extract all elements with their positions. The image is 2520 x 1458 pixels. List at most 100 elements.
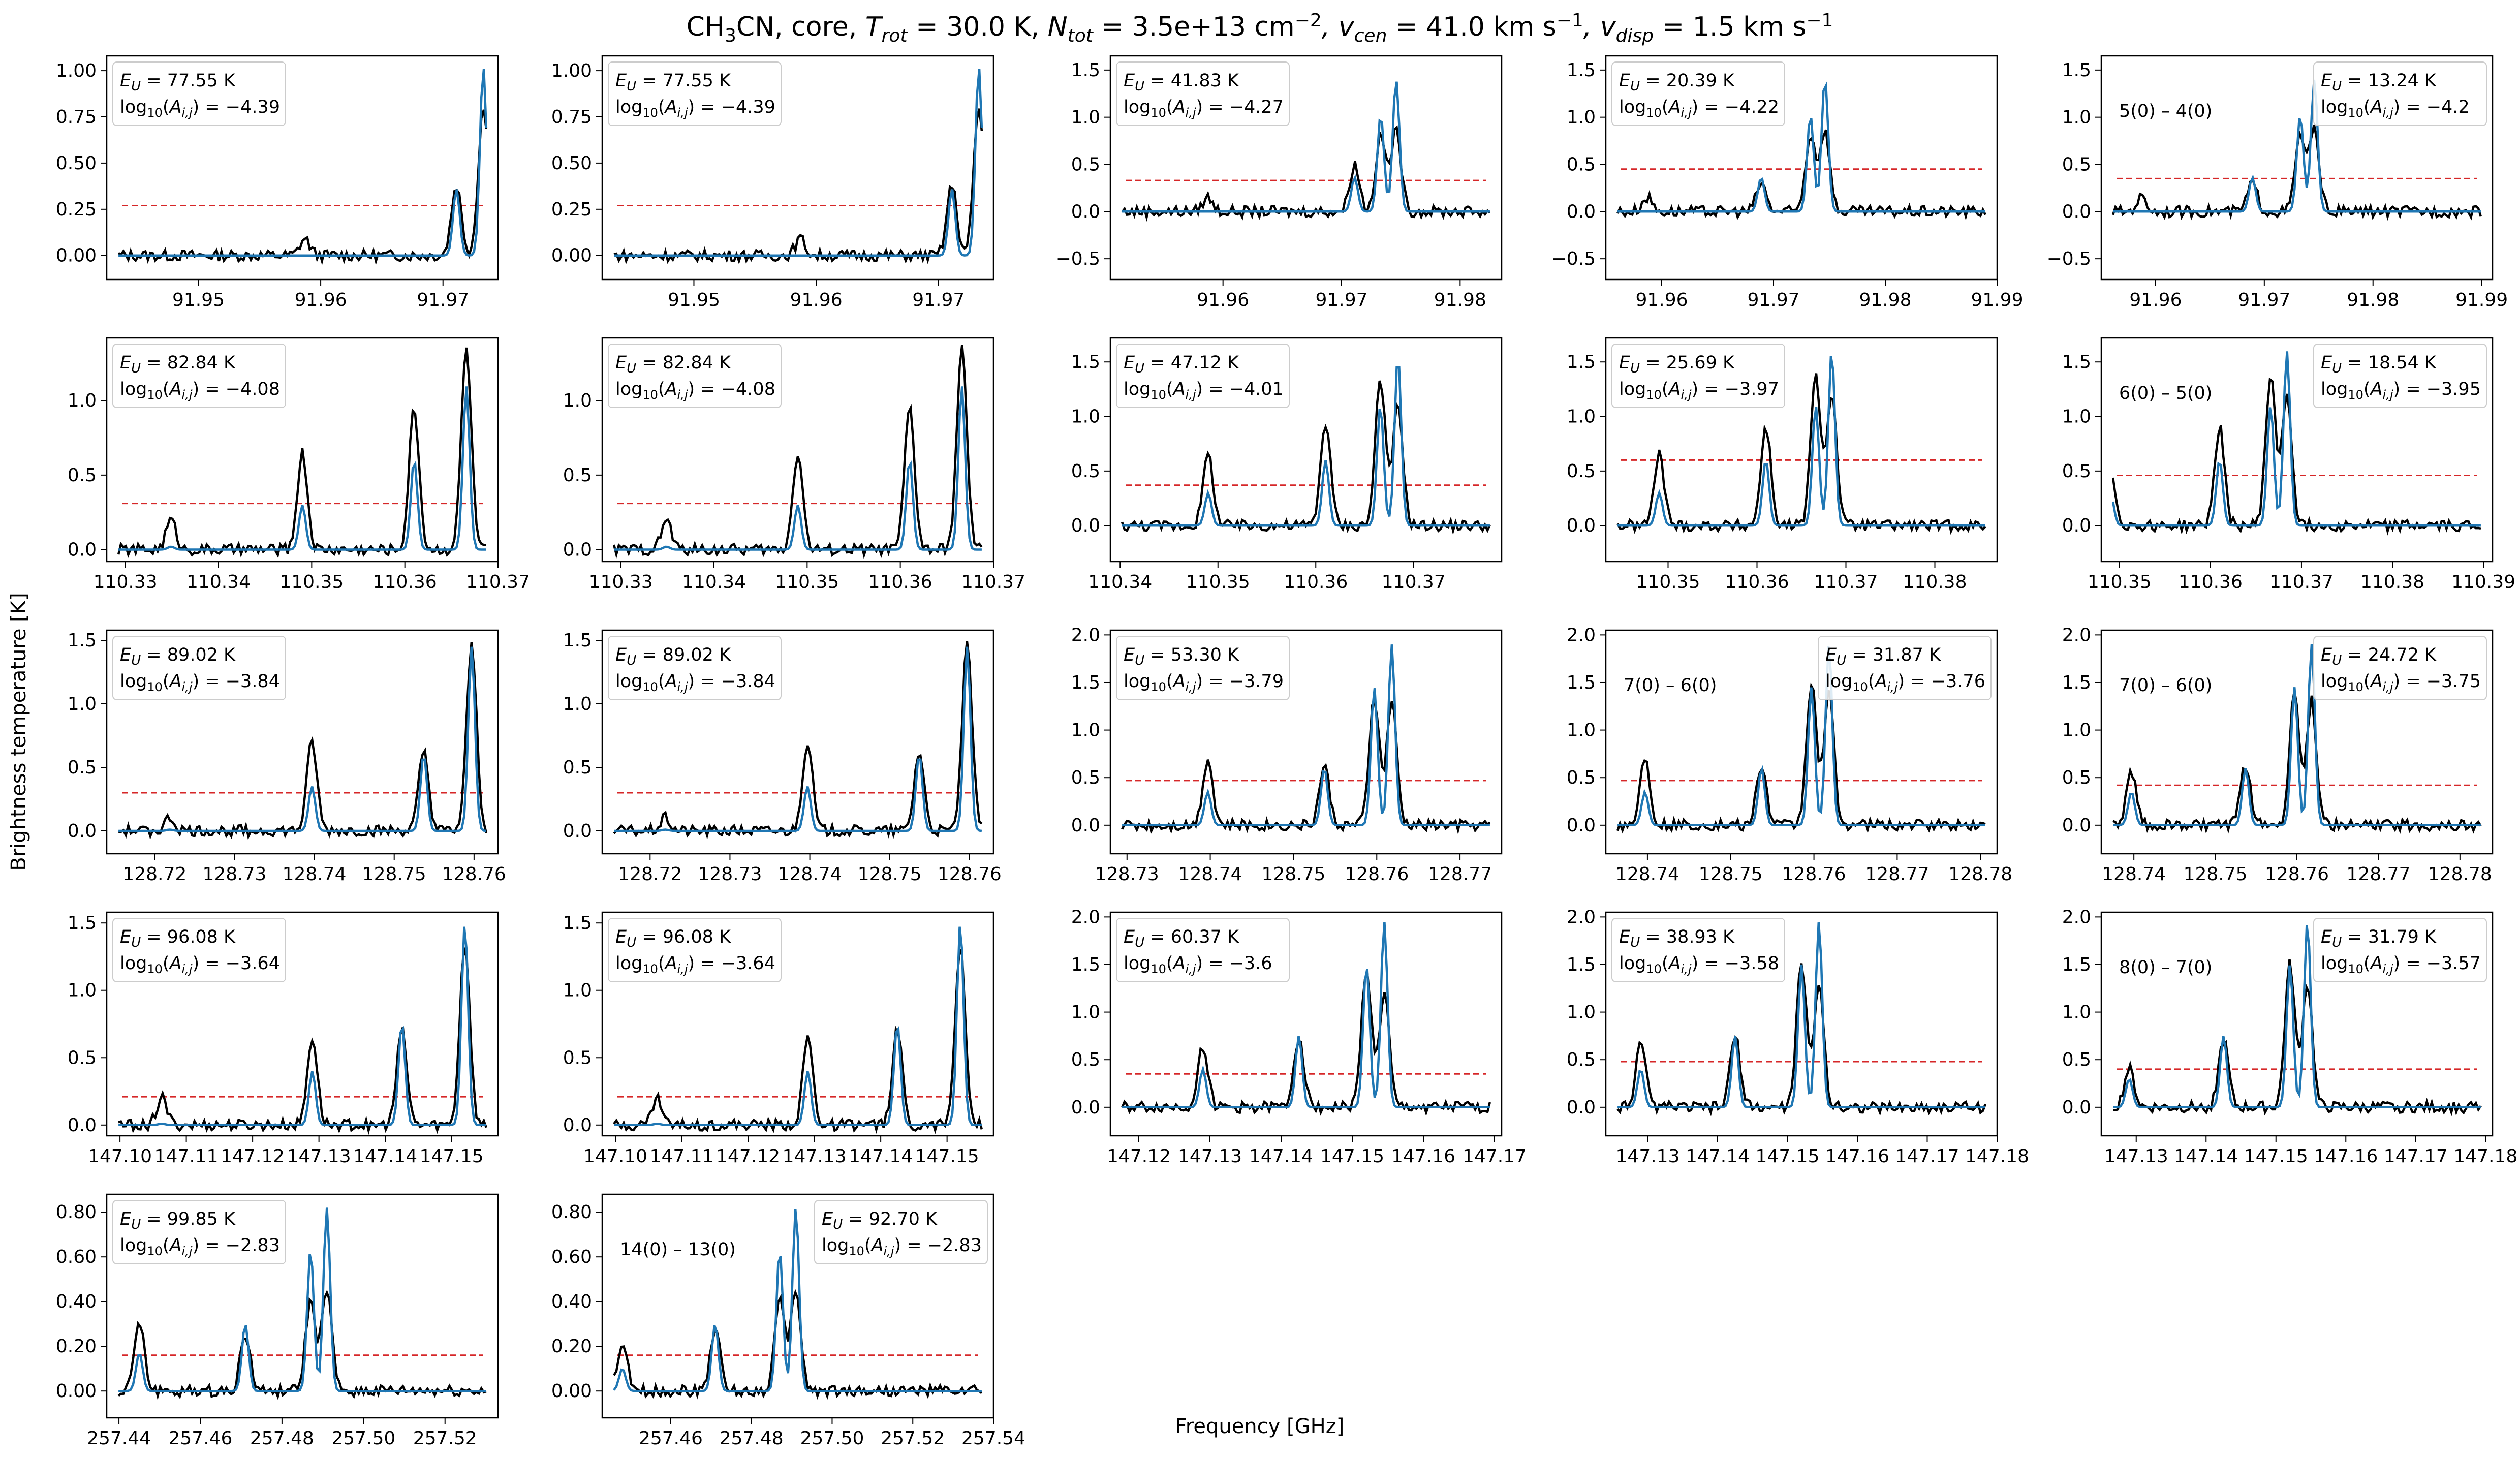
transition-label: 7(0) – 6(0) [2119,675,2212,696]
x-tick-label: 110.34 [186,572,251,593]
eu-label: EU = 82.84 K [615,353,731,376]
x-tick-label: 147.14 [849,1146,913,1167]
y-tick-label: 1.0 [68,980,97,1001]
loga-label: log10(Ai,j) = −3.57 [2321,953,2481,976]
x-tick-label: 257.48 [720,1428,784,1449]
loga-label: log10(Ai,j) = −3.84 [120,671,280,694]
y-tick-label: 0.5 [563,757,592,778]
y-tick-label: 0.5 [2062,1049,2091,1070]
y-tick-label: 1.5 [2062,352,2091,373]
title-vdisp-exp: −1 [1806,10,1833,31]
eu-label: EU = 25.69 K [1619,353,1735,376]
panel-2-1: 128.72 128.73 128.74 128.75 128.76 0.0 0.5 1.0 1… [563,629,1002,885]
x-tick-label: 128.74 [283,864,347,885]
y-tick-label: 0.0 [1071,201,1100,222]
x-tick-label: 91.97 [1315,290,1367,311]
y-tick-label: 1.0 [1071,720,1100,741]
y-tick-label: 2.0 [1071,625,1100,645]
eu-label: EU = 96.08 K [120,927,236,950]
y-tick-label: 0.00 [551,1381,592,1402]
x-tick-label: 147.15 [420,1146,484,1167]
y-tick-label: 1.0 [1567,107,1596,128]
x-tick-label: 128.73 [1095,864,1159,885]
x-tick-label: 257.44 [87,1428,151,1449]
y-tick-label: −0.5 [1056,249,1100,269]
x-tick-label: 257.48 [250,1428,314,1449]
x-tick-label: 128.74 [2102,864,2166,885]
panel-3-4: 147.13 147.14 147.15 147.16 147.17 147.18 0.0 0… [2062,907,2518,1167]
panel-2-2: 128.73 128.74 128.75 128.76 128.77 0.0 0.5 1.0 1… [1071,625,1503,885]
x-tick-label: 128.72 [122,864,186,885]
y-tick-label: 0.0 [1567,1097,1596,1118]
eu-label: EU = 96.08 K [615,927,731,950]
eu-label: EU = 60.37 K [1124,927,1239,950]
axes-frame [1109,911,1503,1137]
x-tick-label: 147.12 [221,1146,285,1167]
y-tick-label: 1.5 [1071,954,1100,975]
y-tick-label: 0.25 [551,199,592,220]
annotation-box [608,636,782,700]
panel-4-0: 257.44 257.46 257.48 257.50 257.52 0.00 0.20 0.… [56,1193,499,1449]
x-tick-label: 110.34 [1088,572,1152,593]
y-tick-label: 2.0 [1567,907,1596,927]
loga-label: log10(Ai,j) = −4.39 [120,97,280,120]
model-spectrum [614,386,982,551]
x-tick-label: 91.96 [790,290,843,311]
y-tick-label: 0.5 [2062,767,2091,788]
panel-0-1: 91.95 91.96 91.97 0.00 0.25 0.50 0.75 1.00 EU = … [551,55,994,311]
eu-label: EU = 18.54 K [2321,353,2437,376]
loga-label: log10(Ai,j) = −3.6 [1124,953,1272,976]
model-spectrum [118,1207,486,1392]
x-tick-label: 91.95 [172,290,225,311]
panel-3-0: 147.10 147.11 147.12 147.13 147.14 147.15 0.0 0… [68,911,499,1167]
annotation-box [608,918,782,982]
y-tick-label: 1.5 [1567,352,1596,373]
axes-frame [1109,629,1503,855]
x-tick-label: 91.95 [668,290,720,311]
x-tick-label: 147.15 [1320,1146,1384,1167]
observed-spectrum [613,948,983,1134]
annotation-box [608,344,782,408]
y-tick-label: 0.75 [56,107,97,128]
x-tick-label: 110.33 [94,572,158,593]
eu-label: EU = 53.30 K [1124,645,1239,668]
model-spectrum [1617,81,1985,213]
x-tick-label: 147.14 [2174,1146,2238,1167]
y-tick-label: 0.5 [68,465,97,486]
observed-spectrum [1616,373,1986,535]
x-tick-label: 147.15 [915,1146,979,1167]
observed-spectrum [612,345,983,560]
panel-3-3: 147.13 147.14 147.15 147.16 147.17 147.18 0.0 0… [1567,907,2029,1167]
y-tick-label: 1.0 [2062,1002,2091,1023]
x-tick-label: 147.16 [1825,1146,1889,1167]
model-spectrum [2113,79,2481,213]
y-tick-label: 0.0 [68,821,97,842]
loga-label: log10(Ai,j) = −2.83 [822,1235,982,1258]
panel-1-4: 110.35 110.36 110.37 110.38 110.39 0.0 0.5 1.0 1… [2062,337,2515,593]
x-tick-label: 110.35 [1636,572,1700,593]
panel-0-2: 91.96 91.97 91.98 −0.5 0.0 0.5 1.0 1.5 EU = 41.8… [1056,55,1503,311]
transition-label: 6(0) – 5(0) [2119,383,2212,404]
title-vdisp-v: , v [1583,12,1616,42]
x-tick-label: 128.77 [1865,864,1929,885]
x-tick-label: 128.76 [442,864,506,885]
x-tick-label: 110.37 [1814,572,1878,593]
y-tick-label: 2.0 [1567,625,1596,645]
x-tick-label: 147.13 [1178,1146,1242,1167]
x-tick-label: 110.35 [775,572,839,593]
y-tick-label: 0.60 [551,1247,592,1267]
observed-spectrum [1616,963,1987,1116]
x-tick-label: 128.76 [2265,864,2329,885]
y-tick-label: 0.80 [56,1202,97,1223]
y-tick-label: 1.00 [551,60,592,81]
x-tick-label: 147.11 [154,1146,219,1167]
model-spectrum [2111,351,2481,527]
x-tick-label: 128.75 [2184,864,2248,885]
y-tick-label: −0.5 [1551,249,1596,269]
loga-label: log10(Ai,j) = −4.27 [1124,97,1284,120]
y-tick-label: 0.0 [2062,515,2091,536]
x-tick-label: 257.46 [168,1428,232,1449]
title-ntot-exp: −2 [1295,10,1322,31]
model-spectrum [613,1209,982,1392]
